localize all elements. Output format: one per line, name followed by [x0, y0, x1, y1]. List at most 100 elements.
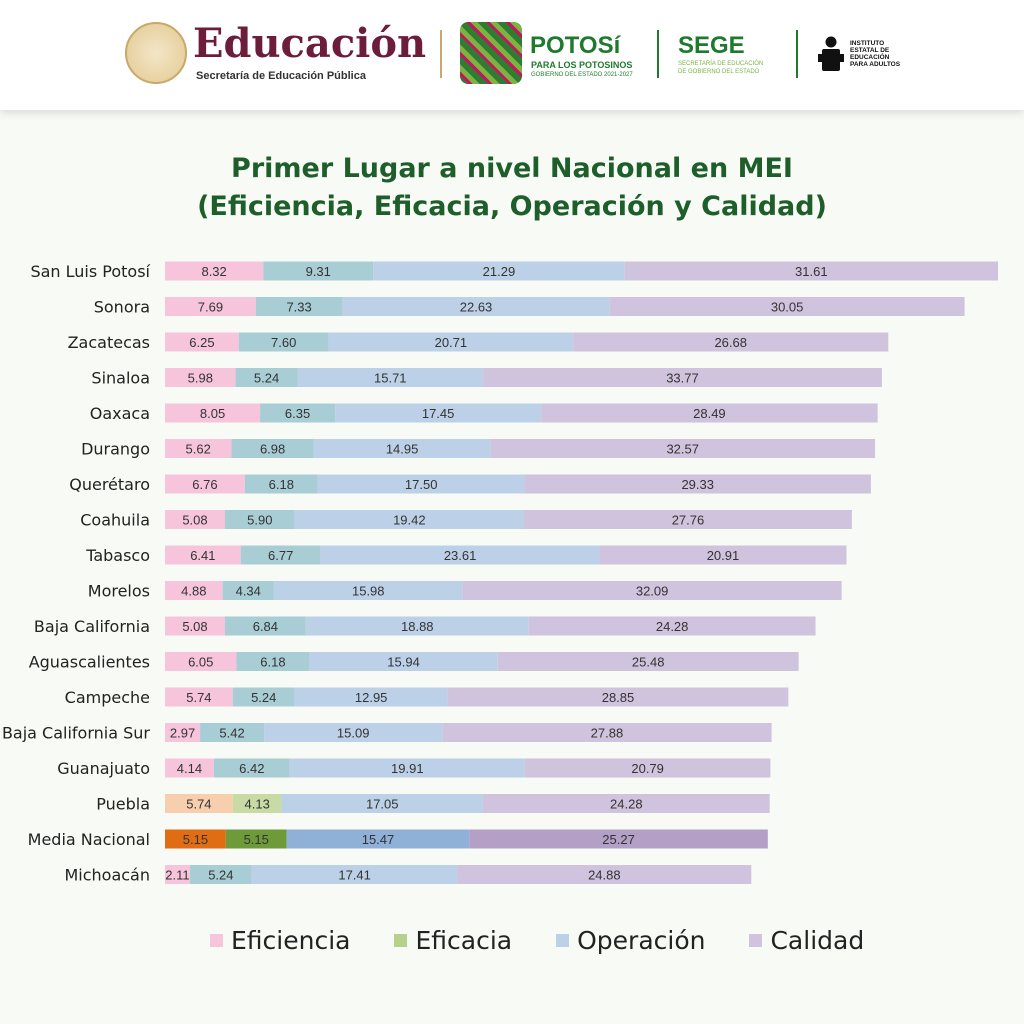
bar-segment-operación — [264, 723, 443, 742]
divider — [657, 30, 659, 78]
data-label: 25.27 — [602, 832, 635, 847]
data-label: 5.98 — [188, 371, 213, 386]
data-label: 15.94 — [387, 655, 420, 670]
ieea-line: INSTITUTO — [850, 40, 885, 47]
header: Educación Secretaría de Educación Públic… — [0, 0, 1024, 110]
legend-item: Eficiencia — [210, 926, 350, 955]
data-label: 4.13 — [245, 797, 270, 812]
potosi-logo-title: POTOSí — [530, 32, 621, 59]
data-label: 5.74 — [186, 690, 211, 705]
legend-item: Calidad — [749, 926, 864, 955]
bar-segment-eficacia — [244, 474, 318, 494]
bar-segment-eficacia — [224, 510, 295, 529]
bar-segment-eficacia — [224, 616, 306, 636]
data-label: 6.25 — [189, 335, 214, 350]
bar-segment-eficacia — [263, 261, 374, 281]
bar-segment-operación — [294, 687, 448, 707]
data-label: 2.11 — [165, 868, 189, 883]
data-label: 15.71 — [374, 371, 407, 386]
bar-segment-operación — [335, 403, 542, 423]
data-label: 4.34 — [236, 584, 261, 599]
data-label: 7.60 — [271, 335, 296, 350]
data-label: 5.90 — [247, 513, 272, 528]
bar-segment-calidad — [524, 474, 871, 494]
data-label: 6.18 — [260, 655, 285, 670]
data-label: 2.97 — [170, 726, 195, 741]
bar-segment-eficiencia — [165, 510, 225, 529]
data-label: 33.77 — [666, 371, 699, 386]
data-label: 20.91 — [707, 548, 740, 563]
category-label: Campeche — [65, 688, 150, 707]
bar-segment-eficiencia — [165, 403, 261, 423]
data-label: 5.15 — [183, 832, 208, 847]
bar-segment-operación — [342, 297, 610, 316]
category-label: Media Nacional — [28, 830, 150, 849]
data-label: 6.98 — [260, 442, 285, 457]
data-label: 28.85 — [602, 690, 635, 705]
bar-segment-eficacia — [232, 687, 295, 707]
data-label: 24.28 — [656, 619, 689, 634]
data-label: 23.61 — [444, 548, 477, 563]
divider — [796, 30, 798, 78]
bar-segment-eficacia — [236, 652, 310, 671]
category-label: Coahuila — [80, 511, 150, 530]
data-label: 5.15 — [244, 832, 269, 847]
bar-segment-operación — [328, 332, 574, 352]
sege-subtitle-line: SECRETARÍA DE EDUCACIÓN — [678, 61, 764, 67]
data-label: 17.50 — [405, 477, 438, 492]
divider — [440, 30, 442, 78]
bar-segment-eficiencia — [165, 545, 241, 565]
category-label: Aguascalientes — [29, 653, 150, 672]
data-label: 6.84 — [253, 619, 278, 634]
bar-segment-eficacia — [232, 794, 282, 813]
bar-segment-eficacia — [213, 758, 290, 778]
bar-segment-calidad — [524, 510, 852, 529]
bar-segment-eficiencia — [165, 829, 226, 849]
bar-segment-operación — [273, 581, 463, 600]
reader-icon — [818, 36, 844, 71]
data-label: 18.88 — [401, 619, 434, 634]
data-label: 6.42 — [239, 761, 264, 776]
chart-title: Primer Lugar a nivel Nacional en MEI (Ef… — [0, 150, 1024, 226]
data-label: 8.05 — [200, 406, 225, 421]
ieea-line: EDUCACIÓN — [850, 54, 890, 61]
category-label: Sonora — [94, 298, 150, 317]
potosi-logo-subtitle: PARA LOS POTOSINOS — [531, 60, 633, 70]
category-label: Tabasco — [85, 546, 150, 565]
bar-segment-calidad — [457, 865, 752, 884]
bar-segment-eficiencia — [165, 368, 236, 387]
data-label: 19.91 — [391, 761, 424, 776]
bar-segment-calidad — [541, 403, 878, 423]
data-label: 26.68 — [714, 335, 747, 350]
bar-segment-operación — [297, 368, 484, 387]
data-label: 5.74 — [186, 797, 211, 812]
legend-label: Calidad — [770, 926, 865, 955]
ieea-line: PARA ADULTOS — [850, 61, 901, 68]
data-label: 9.31 — [306, 264, 331, 279]
bar-segment-eficacia — [255, 297, 343, 316]
bar-segment-calidad — [528, 616, 816, 636]
data-label: 20.71 — [435, 335, 468, 350]
legend-swatch — [749, 934, 763, 947]
data-label: 21.29 — [483, 264, 516, 279]
potosi-logo-period: GOBIERNO DEL ESTADO 2021-2027 — [531, 72, 633, 78]
data-label: 5.24 — [208, 868, 233, 883]
data-label: 19.42 — [393, 513, 426, 528]
legend-swatch — [556, 934, 570, 947]
bar-segment-calidad — [442, 723, 772, 742]
data-label: 6.35 — [285, 406, 310, 421]
bar-segment-eficiencia — [165, 439, 232, 458]
category-label: Michoacán — [64, 866, 150, 885]
data-label: 4.14 — [177, 761, 202, 776]
bar-segment-eficacia — [225, 829, 287, 849]
data-label: 5.24 — [251, 690, 276, 705]
bar-segment-eficiencia — [165, 758, 214, 778]
data-label: 4.88 — [181, 584, 206, 599]
bar-segment-operación — [251, 865, 458, 884]
legend-swatch — [394, 934, 408, 947]
bar-segment-operación — [289, 758, 525, 778]
legend-label: Operación — [577, 926, 706, 955]
data-label: 24.88 — [588, 868, 621, 883]
bar-segment-calidad — [469, 829, 768, 849]
bar-segment-operación — [281, 794, 483, 813]
